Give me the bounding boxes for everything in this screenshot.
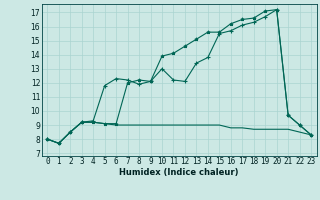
- X-axis label: Humidex (Indice chaleur): Humidex (Indice chaleur): [119, 168, 239, 177]
